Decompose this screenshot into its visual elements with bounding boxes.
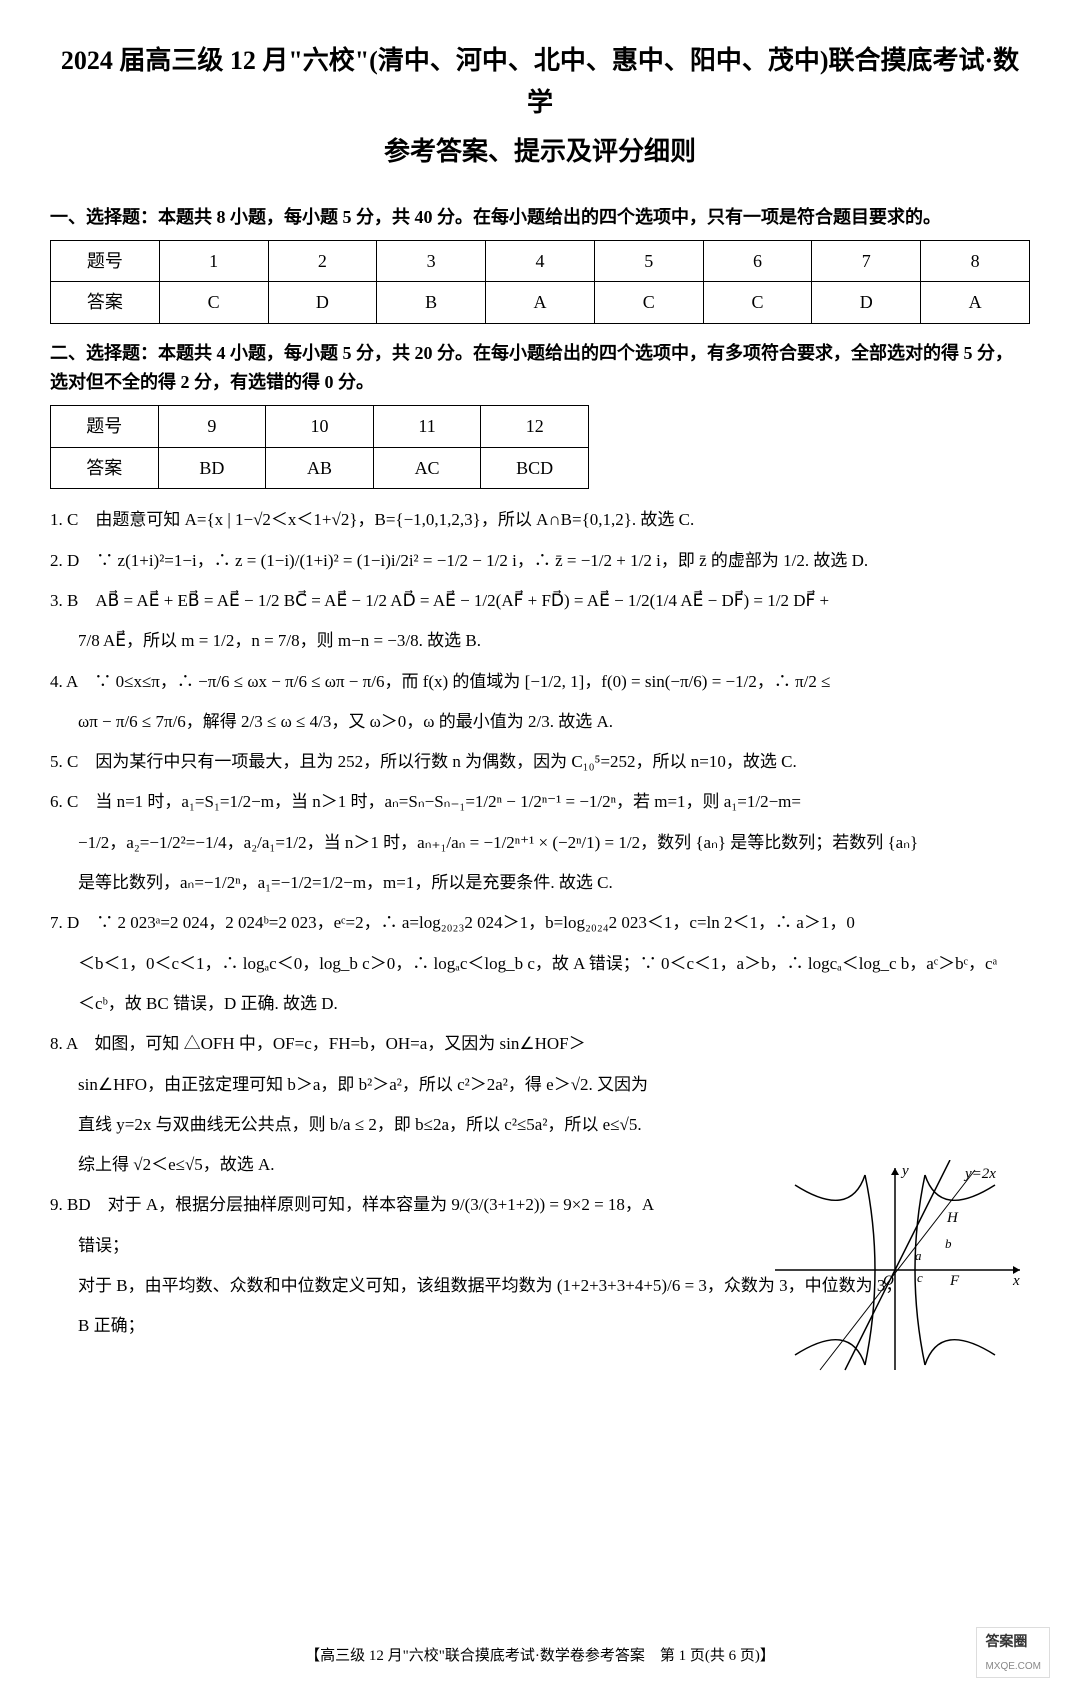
label-a: a	[915, 1248, 922, 1263]
cell: C	[703, 282, 812, 324]
cell: C	[159, 282, 268, 324]
solution-3b: 7/8 AE⃗，所以 m = 1/2，n = 7/8，则 m−n = −3/8.…	[50, 625, 1030, 657]
hyperbola-diagram: y=2x y x O F H a b c	[765, 1160, 1025, 1380]
answer-label: 答案	[51, 282, 160, 324]
solution-7c: ＜cᵇ，故 BC 错误，D 正确. 故选 D.	[50, 988, 1030, 1020]
cell: 8	[921, 240, 1030, 282]
cell: AB	[266, 447, 374, 489]
solution-8b: sin∠HFO，由正弦定理可知 b＞a，即 b²＞a²，所以 c²＞2a²，得 …	[50, 1069, 730, 1101]
cell: 1	[159, 240, 268, 282]
cell: 9	[158, 405, 266, 447]
answer-table-2: 题号 9 10 11 12 答案 BD AB AC BCD	[50, 405, 589, 490]
label-x: x	[1012, 1273, 1020, 1289]
solution-4a: 4. A ∵ 0≤x≤π，∴ −π/6 ≤ ωx − π/6 ≤ ωπ − π/…	[50, 666, 1030, 698]
solution-8d: 综上得 √2＜e≤√5，故选 A.	[50, 1149, 730, 1181]
label-H: H	[946, 1210, 959, 1226]
table-row: 答案 C D B A C C D A	[51, 282, 1030, 324]
row-label: 题号	[51, 405, 159, 447]
solution-6b: −1/2，a₂=−1/2²=−1/4，a₂/a₁=1/2，当 n＞1 时，aₙ₊…	[50, 827, 1030, 859]
cell: D	[812, 282, 921, 324]
solution-1: 1. C 由题意可知 A={x | 1−√2＜x＜1+√2}，B={−1,0,1…	[50, 504, 1030, 536]
title-sub: 参考答案、提示及评分细则	[50, 131, 1030, 173]
cell: 2	[268, 240, 377, 282]
cell: 5	[594, 240, 703, 282]
answer-table-1: 题号 1 2 3 4 5 6 7 8 答案 C D B A C C D A	[50, 240, 1030, 325]
watermark-main: 答案圈	[985, 1633, 1027, 1649]
cell: 7	[812, 240, 921, 282]
cell: 10	[266, 405, 374, 447]
cell: B	[377, 282, 486, 324]
label-O: O	[883, 1273, 894, 1289]
cell: A	[921, 282, 1030, 324]
section1-header: 一、选择题：本题共 8 小题，每小题 5 分，共 40 分。在每小题给出的四个选…	[50, 203, 1030, 232]
page-footer: 【高三级 12 月"六校"联合摸底考试·数学卷参考答案 第 1 页(共 6 页)…	[0, 1644, 1080, 1668]
solution-7a: 7. D ∵ 2 023ᵃ=2 024，2 024ᵇ=2 023，eᶜ=2，∴ …	[50, 907, 1030, 939]
solution-5: 5. C 因为某行中只有一项最大，且为 252，所以行数 n 为偶数，因为 C₁…	[50, 746, 1030, 778]
watermark: 答案圈 MXQE.COM	[976, 1627, 1050, 1678]
label-b: b	[945, 1236, 952, 1251]
solution-6c: 是等比数列，aₙ=−1/2ⁿ，a₁=−1/2=1/2−m，m=1，所以是充要条件…	[50, 867, 1030, 899]
solution-9a: 9. BD 对于 A，根据分层抽样原则可知，样本容量为 9/(3/(3+1+2)…	[50, 1189, 730, 1221]
cell: BD	[158, 447, 266, 489]
cell: BCD	[481, 447, 589, 489]
label-F: F	[949, 1273, 960, 1289]
label-y2x: y=2x	[963, 1166, 996, 1182]
solution-8c: 直线 y=2x 与双曲线无公共点，则 b/a ≤ 2，即 b≤2a，所以 c²≤…	[50, 1109, 730, 1141]
row-label: 题号	[51, 240, 160, 282]
answer-label: 答案	[51, 447, 159, 489]
cell: 6	[703, 240, 812, 282]
section2-header: 二、选择题：本题共 4 小题，每小题 5 分，共 20 分。在每小题给出的四个选…	[50, 339, 1030, 397]
cell: 4	[486, 240, 595, 282]
solution-8a: 8. A 如图，可知 △OFH 中，OF=c，FH=b，OH=a，又因为 sin…	[50, 1028, 730, 1060]
cell: A	[486, 282, 595, 324]
cell: AC	[373, 447, 481, 489]
watermark-sub: MXQE.COM	[985, 1661, 1041, 1672]
cell: C	[594, 282, 703, 324]
solution-7b: ＜b＜1，0＜c＜1，∴ logₐc＜0，log_b c＞0，∴ logₐc＜l…	[50, 948, 1030, 980]
cell: D	[268, 282, 377, 324]
solution-2: 2. D ∵ z(1+i)²=1−i，∴ z = (1−i)/(1+i)² = …	[50, 545, 1030, 577]
label-c: c	[917, 1270, 923, 1285]
solution-3a: 3. B AB⃗ = AE⃗ + EB⃗ = AE⃗ − 1/2 BC⃗ = A…	[50, 585, 1030, 617]
solution-6a: 6. C 当 n=1 时，a₁=S₁=1/2−m，当 n＞1 时，aₙ=Sₙ−S…	[50, 786, 1030, 818]
table-row: 题号 1 2 3 4 5 6 7 8	[51, 240, 1030, 282]
label-y: y	[900, 1163, 909, 1179]
cell: 11	[373, 405, 481, 447]
table-row: 答案 BD AB AC BCD	[51, 447, 589, 489]
cell: 12	[481, 405, 589, 447]
table-row: 题号 9 10 11 12	[51, 405, 589, 447]
title-main: 2024 届高三级 12 月"六校"(清中、河中、北中、惠中、阳中、茂中)联合摸…	[50, 40, 1030, 123]
solution-4b: ωπ − π/6 ≤ 7π/6，解得 2/3 ≤ ω ≤ 4/3，又 ω＞0，ω…	[50, 706, 1030, 738]
cell: 3	[377, 240, 486, 282]
